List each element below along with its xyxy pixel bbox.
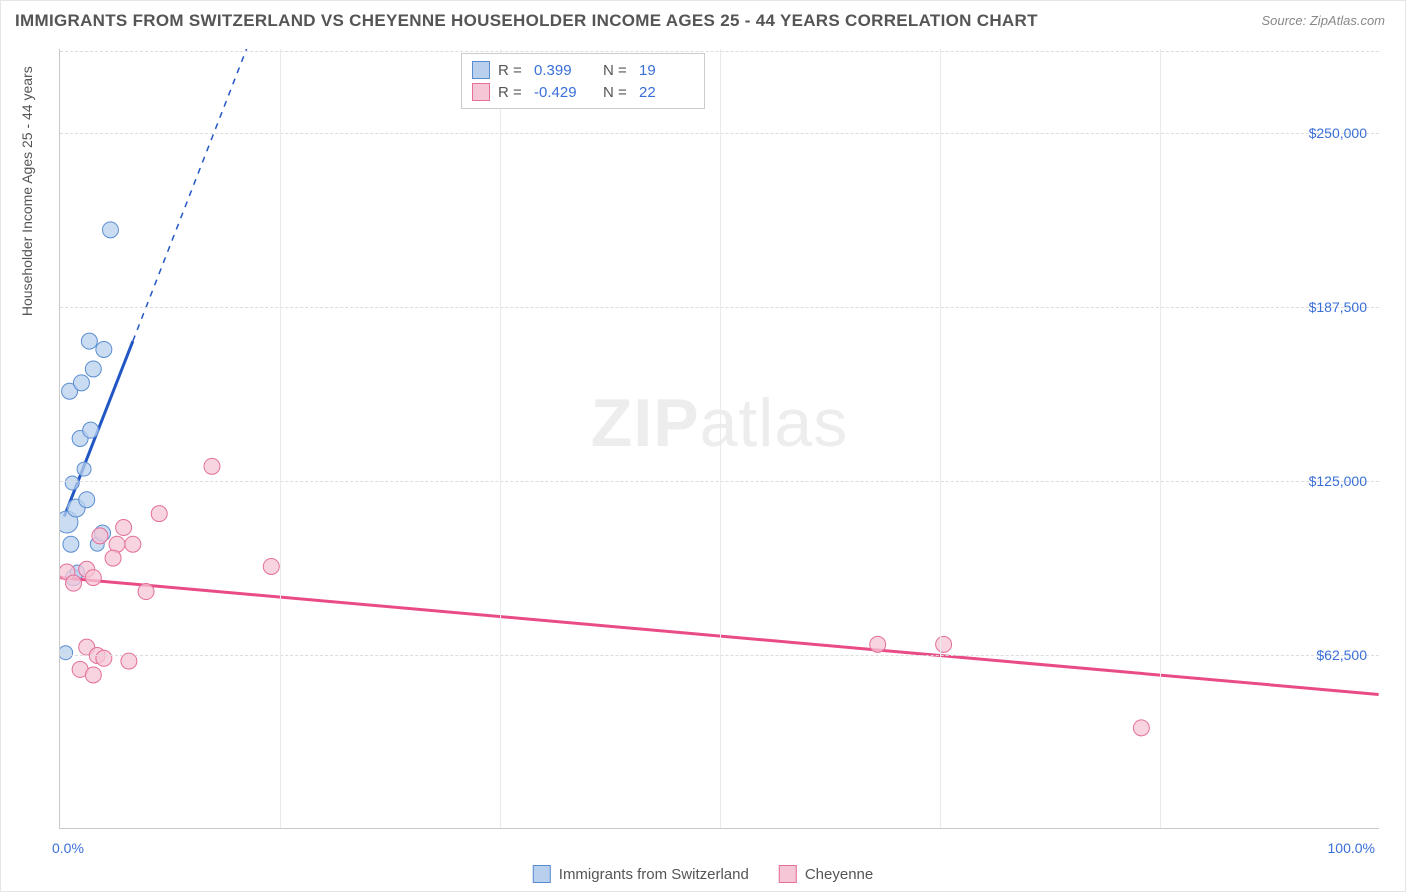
legend-label: R = bbox=[498, 84, 526, 101]
legend-label: N = bbox=[603, 84, 631, 101]
legend-item: Cheyenne bbox=[779, 865, 873, 883]
legend-value: 22 bbox=[639, 84, 694, 101]
legend-value: 0.399 bbox=[534, 62, 589, 79]
correlation-legend-row: R = 0.399 N = 19 bbox=[472, 59, 694, 81]
legend-label: R = bbox=[498, 62, 526, 79]
y-axis-title: Householder Income Ages 25 - 44 years bbox=[19, 66, 35, 316]
legend-label: Immigrants from Switzerland bbox=[559, 866, 749, 883]
legend-label: N = bbox=[603, 62, 631, 79]
legend-value: 19 bbox=[639, 62, 694, 79]
chart-title: IMMIGRANTS FROM SWITZERLAND VS CHEYENNE … bbox=[15, 11, 1038, 31]
correlation-legend: R = 0.399 N = 19 R = -0.429 N = 22 bbox=[461, 53, 705, 109]
chart-source: Source: ZipAtlas.com bbox=[1261, 13, 1385, 28]
swatch-icon bbox=[472, 83, 490, 101]
correlation-chart: IMMIGRANTS FROM SWITZERLAND VS CHEYENNE … bbox=[0, 0, 1406, 892]
swatch-icon bbox=[779, 865, 797, 883]
legend-item: Immigrants from Switzerland bbox=[533, 865, 749, 883]
series-legend: Immigrants from Switzerland Cheyenne bbox=[533, 865, 873, 883]
swatch-icon bbox=[533, 865, 551, 883]
legend-value: -0.429 bbox=[534, 84, 589, 101]
plot-area: ZIPatlas $62,500$125,000$187,500$250,000… bbox=[59, 49, 1379, 829]
correlation-legend-row: R = -0.429 N = 22 bbox=[472, 81, 694, 103]
swatch-icon bbox=[472, 61, 490, 79]
legend-label: Cheyenne bbox=[805, 866, 873, 883]
